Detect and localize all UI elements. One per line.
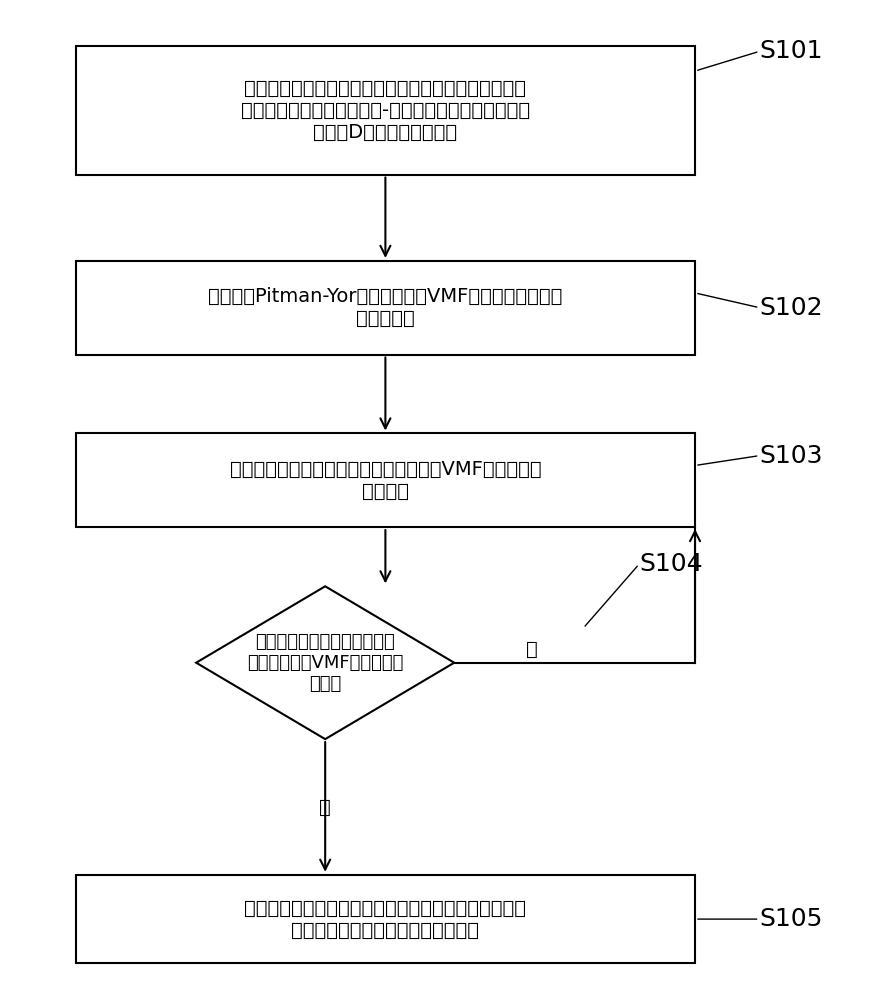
Text: 根据推断的所述模型参数，判
断所述非参数VMF混合模型是
否收敛: 根据推断的所述模型参数，判 断所述非参数VMF混合模型是 否收敛 <box>247 633 404 693</box>
Bar <box>76 433 695 527</box>
Text: S101: S101 <box>760 39 823 63</box>
Text: S105: S105 <box>760 907 823 931</box>
Text: 使用基于Pitman-Yor过程的非参数VMF混合模型对每个文
本进行建模: 使用基于Pitman-Yor过程的非参数VMF混合模型对每个文 本进行建模 <box>208 287 563 328</box>
Bar <box>76 261 695 355</box>
Polygon shape <box>196 586 454 739</box>
Bar <box>76 46 695 175</box>
Text: 是: 是 <box>319 798 331 817</box>
Text: S104: S104 <box>639 552 703 576</box>
Text: S103: S103 <box>760 444 823 468</box>
Text: 通过变分贝叶斯推断算法估算所述非参数VMF混合模型的
模型参数: 通过变分贝叶斯推断算法估算所述非参数VMF混合模型的 模型参数 <box>230 460 541 501</box>
Text: S102: S102 <box>760 296 823 320</box>
Bar <box>76 875 695 963</box>
Text: 根据指示因子的后验概率判断每个文本的所属类别，从
而根据所属类别对所述文本进行聚类: 根据指示因子的后验概率判断每个文本的所属类别，从 而根据所属类别对所述文本进行聚… <box>245 899 526 940</box>
Text: 获取待聚类的文本数据集；其中，所述文本数据集包括
多个文本，每个文本用词频-逆文本频率指数标准化方法
表示为D维的文本向量特征: 获取待聚类的文本数据集；其中，所述文本数据集包括 多个文本，每个文本用词频-逆文… <box>241 79 530 142</box>
Text: 否: 否 <box>526 640 538 659</box>
